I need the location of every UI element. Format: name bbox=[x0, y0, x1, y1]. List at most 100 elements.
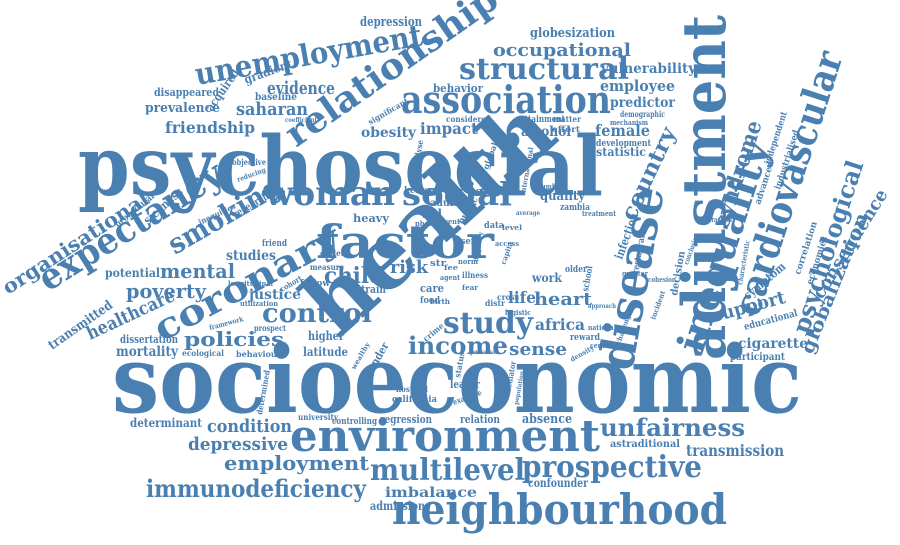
word-condition: condition bbox=[207, 416, 292, 437]
word-zambia: zambia bbox=[560, 203, 590, 213]
word-female: female bbox=[595, 121, 650, 140]
word-aid: aid bbox=[422, 207, 443, 221]
word-child: child bbox=[324, 263, 384, 289]
word-reward: reward bbox=[570, 333, 601, 343]
word-behavior: behavior bbox=[433, 82, 483, 95]
word-employment: employment bbox=[224, 451, 370, 475]
word-cohesion: cohesion bbox=[648, 275, 676, 284]
word-ecological: ecological bbox=[182, 348, 224, 358]
word-relation: relation bbox=[460, 413, 500, 426]
word-distr: distr bbox=[485, 298, 506, 308]
word-mental: mental bbox=[160, 259, 235, 283]
word-immunodeficiency: immunodeficiency bbox=[146, 474, 367, 503]
word-university: university bbox=[298, 412, 338, 422]
word-unfairness: unfairness bbox=[600, 413, 745, 442]
word-employee: employee bbox=[600, 77, 675, 95]
word-demographic: demographic bbox=[620, 109, 665, 119]
word-evidence: evidence bbox=[267, 78, 335, 99]
word-norm: norm bbox=[458, 257, 479, 266]
word-average: average bbox=[516, 210, 540, 217]
word-behaviour: behaviour bbox=[236, 349, 282, 359]
word-depressive: depressive bbox=[188, 434, 288, 455]
word-friend: friend bbox=[262, 239, 288, 249]
word-confounder: confounder bbox=[528, 476, 589, 490]
word-prevalence: prevalence bbox=[145, 101, 220, 116]
word-treatment: treatment bbox=[582, 209, 617, 218]
word-higher: higher bbox=[308, 329, 345, 343]
word-sense: sense bbox=[509, 339, 567, 360]
word-occupational: occupational bbox=[493, 40, 631, 61]
word-century: century bbox=[590, 341, 617, 350]
word-imbalance: imbalance bbox=[385, 485, 477, 501]
word-utilization: utilization bbox=[240, 299, 278, 308]
word-considered: considered bbox=[446, 114, 491, 124]
word-measure: measure bbox=[310, 262, 344, 272]
word-interaction: interaction bbox=[700, 215, 732, 224]
word-status: status bbox=[452, 351, 466, 379]
word-heart: heart bbox=[534, 289, 593, 310]
word-woman: woman bbox=[264, 174, 395, 214]
word-psychosocial: psychosocial bbox=[78, 119, 603, 215]
word-astraditional: astraditional bbox=[610, 439, 680, 450]
word-level: level bbox=[502, 223, 522, 232]
word-leaver: leaver bbox=[450, 378, 480, 391]
word-neighbourhood: neighbourhood bbox=[392, 485, 727, 534]
word-adjustment: adjustment bbox=[670, 15, 740, 360]
word-effort: effort bbox=[552, 124, 580, 134]
word-hospital: hospital bbox=[396, 384, 428, 394]
word-birth: birth bbox=[430, 297, 450, 306]
word-statistic: statistic bbox=[596, 145, 646, 159]
word-coefficient: coefficient bbox=[285, 117, 317, 124]
word-fear: fear bbox=[462, 283, 478, 292]
word-participant: participant bbox=[730, 352, 785, 363]
word-social: social bbox=[402, 175, 512, 213]
word-risk: risk bbox=[390, 257, 429, 278]
word-multilevel: multilevel bbox=[370, 453, 525, 488]
word-follow: follow bbox=[300, 279, 330, 289]
word-attainment: attainment bbox=[520, 115, 566, 125]
word-cigarette: cigarette bbox=[738, 336, 808, 352]
word-effect: effect bbox=[470, 189, 499, 199]
word-alcohol: alcohol bbox=[521, 124, 571, 140]
word-africa: africa bbox=[535, 315, 585, 334]
word-policies: policies bbox=[184, 327, 284, 351]
word-dissertation: dissertation bbox=[120, 333, 178, 346]
word-mortality: mortality bbox=[116, 344, 179, 360]
word-friendship: friendship bbox=[165, 118, 255, 137]
word-greater: greater bbox=[622, 269, 648, 278]
word-california: california bbox=[392, 395, 437, 405]
word-fee: fee bbox=[444, 263, 459, 272]
word-prospect: prospect bbox=[254, 323, 286, 333]
word-longitudinal: longitudinal bbox=[228, 279, 273, 288]
word-outlet: outlet bbox=[320, 248, 344, 258]
word-phase: phase bbox=[415, 219, 438, 228]
word-disappeared: disappeared bbox=[154, 86, 219, 99]
word-controlling: controlling bbox=[332, 417, 378, 427]
word-association: association bbox=[401, 77, 611, 122]
word-environment: environment bbox=[290, 411, 601, 462]
word-potential: potential bbox=[105, 266, 160, 280]
word-logistic: logistic bbox=[505, 308, 531, 317]
word-depression: depression bbox=[360, 15, 422, 30]
word-life: life bbox=[508, 288, 536, 307]
word-prospective: prospective bbox=[522, 450, 702, 485]
word-matter: matter bbox=[553, 114, 582, 124]
word-kenya: kenya bbox=[404, 186, 432, 196]
word-approach: approach bbox=[588, 303, 617, 310]
word-obesity: obesity bbox=[361, 125, 417, 141]
word-study: study bbox=[443, 306, 535, 341]
word-socioeconomic: socioeconomic bbox=[112, 325, 802, 434]
word-globesization: globesization bbox=[530, 26, 615, 41]
word-quality: quality bbox=[540, 189, 585, 204]
word-older: older bbox=[565, 265, 587, 275]
word-event: event bbox=[440, 217, 461, 226]
word-development: development bbox=[596, 139, 652, 149]
word-user: user bbox=[455, 237, 475, 247]
word-baseline: baseline bbox=[255, 92, 297, 103]
word-control: control bbox=[262, 299, 372, 329]
word-poverty: poverty bbox=[126, 279, 207, 303]
word-predictor: predictor bbox=[610, 95, 676, 111]
word-impact: impact bbox=[420, 119, 479, 138]
